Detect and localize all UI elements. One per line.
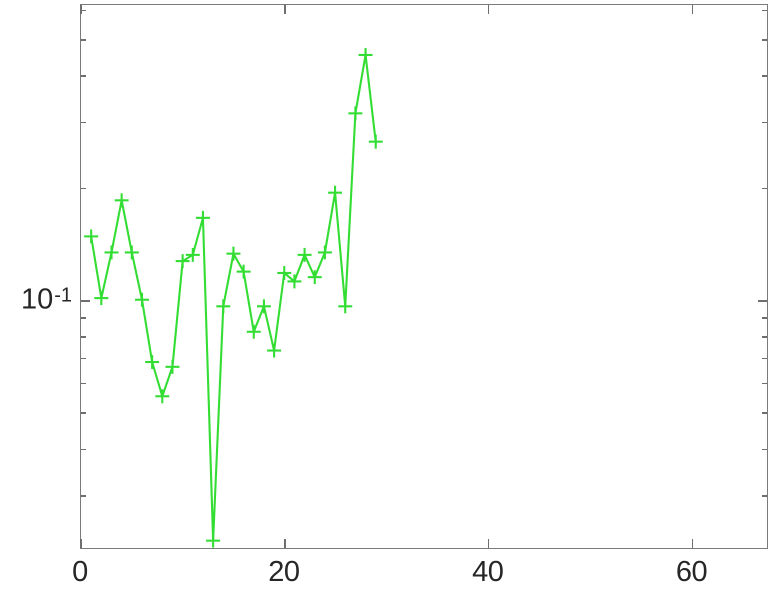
y-axis-minor-tick bbox=[81, 317, 86, 319]
y-axis-minor-tick bbox=[81, 187, 86, 190]
x-axis-tick-label: 60 bbox=[675, 556, 708, 588]
y-axis-minor-tick bbox=[762, 412, 767, 414]
y-axis-minor-tick bbox=[762, 357, 767, 360]
y-axis-minor-tick bbox=[762, 121, 767, 124]
x-axis-major-tick bbox=[80, 5, 82, 14]
x-axis-major-tick bbox=[80, 539, 82, 548]
series-line bbox=[90, 53, 377, 542]
x-axis-tick-label: 40 bbox=[472, 556, 504, 588]
y-axis-minor-tick bbox=[762, 9, 767, 12]
y-axis-minor-tick bbox=[81, 357, 86, 360]
x-axis-major-tick bbox=[284, 5, 286, 14]
y-axis-minor-tick bbox=[81, 39, 86, 41]
y-axis-minor-tick bbox=[81, 121, 86, 124]
y-axis-minor-tick bbox=[81, 412, 86, 414]
y-axis-minor-tick bbox=[81, 382, 86, 385]
x-axis-major-tick bbox=[487, 5, 490, 14]
x-axis-major-tick bbox=[284, 539, 286, 548]
series-markers bbox=[84, 48, 383, 548]
x-axis-tick-label: 20 bbox=[268, 556, 300, 588]
y-axis-minor-tick bbox=[762, 187, 767, 190]
y-axis-minor-tick bbox=[81, 9, 86, 12]
x-axis-tick-label: 0 bbox=[72, 556, 88, 588]
y-axis-major-tick bbox=[81, 299, 90, 302]
y-axis-minor-tick bbox=[81, 75, 86, 77]
y-axis-minor-tick bbox=[762, 336, 767, 338]
x-axis-major-tick bbox=[691, 5, 694, 14]
y-axis-minor-tick bbox=[762, 495, 767, 497]
data-series-svg bbox=[84, 48, 383, 548]
y-axis-minor-tick bbox=[762, 382, 767, 385]
y-axis-tick-label-mantissa: 10 bbox=[20, 283, 54, 316]
y-axis-minor-tick bbox=[81, 495, 86, 497]
y-axis-minor-tick bbox=[762, 317, 767, 319]
y-axis-minor-tick bbox=[81, 336, 86, 338]
y-axis-minor-tick bbox=[762, 448, 767, 451]
y-axis-minor-tick bbox=[81, 448, 86, 451]
x-axis-major-tick bbox=[487, 539, 490, 548]
y-axis-minor-tick bbox=[762, 39, 767, 41]
y-axis-tick-label-group: 10-1 bbox=[0, 283, 72, 316]
x-axis-major-tick bbox=[691, 539, 694, 548]
plot-area bbox=[80, 4, 768, 549]
y-axis-minor-tick bbox=[762, 75, 767, 77]
y-axis-major-tick bbox=[758, 299, 767, 302]
y-axis-tick-label-exponent: -1 bbox=[54, 284, 72, 307]
